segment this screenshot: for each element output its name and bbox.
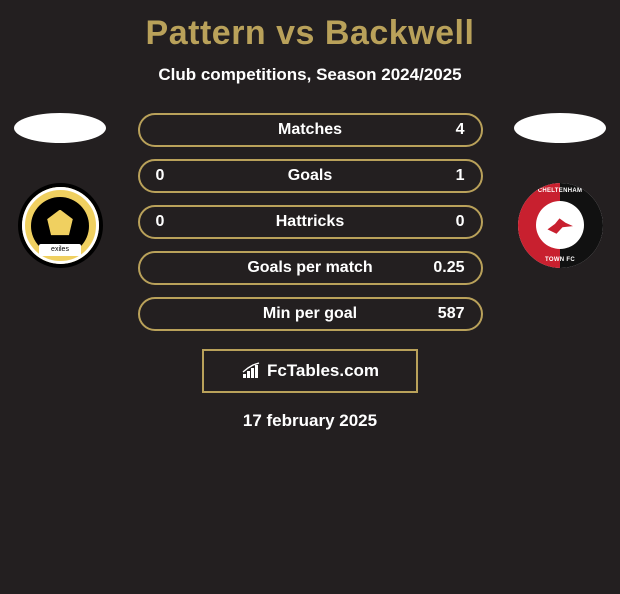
club-logo-cheltenham: CHELTENHAM TOWN FC bbox=[518, 183, 603, 268]
chart-icon bbox=[241, 362, 263, 380]
logo-text-bottom: TOWN FC bbox=[518, 257, 603, 263]
stat-row-goals-per-match: Goals per match 0.25 bbox=[138, 251, 483, 285]
player-left-column: exiles bbox=[0, 113, 120, 268]
stat-right-value: 4 bbox=[405, 121, 465, 139]
stat-left-value: 0 bbox=[156, 213, 216, 231]
stat-right-value: 1 bbox=[405, 167, 465, 185]
stat-right-value: 587 bbox=[405, 305, 465, 323]
stat-right-value: 0.25 bbox=[405, 259, 465, 277]
logo-center-circle bbox=[536, 201, 584, 249]
stat-row-hattricks: 0 Hattricks 0 bbox=[138, 205, 483, 239]
stat-label: Goals per match bbox=[216, 259, 405, 277]
logo-banner: exiles bbox=[39, 244, 81, 256]
stat-label: Min per goal bbox=[216, 305, 405, 323]
subtitle: Club competitions, Season 2024/2025 bbox=[0, 65, 620, 85]
logo-text-top: CHELTENHAM bbox=[518, 188, 603, 194]
player-left-avatar bbox=[14, 113, 106, 143]
stat-row-min-per-goal: Min per goal 587 bbox=[138, 297, 483, 331]
stat-row-goals: 0 Goals 1 bbox=[138, 159, 483, 193]
comparison-panel: exiles CHELTENHAM TOWN FC Matches 4 0 Go… bbox=[0, 113, 620, 431]
stat-label: Hattricks bbox=[216, 213, 405, 231]
page-title: Pattern vs Backwell bbox=[0, 14, 620, 53]
stats-table: Matches 4 0 Goals 1 0 Hattricks 0 Goals … bbox=[138, 113, 483, 331]
stat-right-value: 0 bbox=[405, 213, 465, 231]
club-logo-newport: exiles bbox=[18, 183, 103, 268]
stat-row-matches: Matches 4 bbox=[138, 113, 483, 147]
robin-icon bbox=[545, 214, 575, 236]
date-label: 17 february 2025 bbox=[0, 411, 620, 431]
stat-label: Matches bbox=[216, 121, 405, 139]
stat-label: Goals bbox=[216, 167, 405, 185]
player-right-column: CHELTENHAM TOWN FC bbox=[500, 113, 620, 268]
watermark-text: FcTables.com bbox=[267, 361, 379, 381]
stat-left-value: 0 bbox=[156, 167, 216, 185]
player-right-avatar bbox=[514, 113, 606, 143]
watermark: FcTables.com bbox=[202, 349, 418, 393]
